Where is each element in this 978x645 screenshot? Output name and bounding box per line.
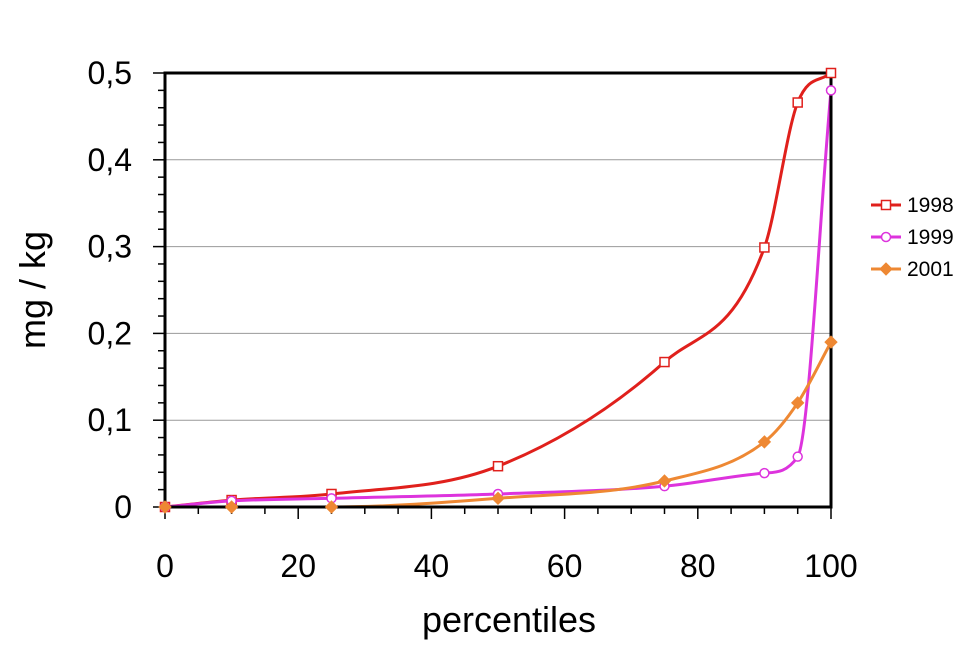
data-point-1998 bbox=[792, 97, 803, 108]
data-point-1999 bbox=[759, 467, 770, 479]
y-axis: 0 0,1 0,2 0,3 0,4 0,5 bbox=[88, 55, 165, 525]
legend-marker-1998 bbox=[880, 199, 892, 211]
data-point-1998 bbox=[492, 460, 504, 472]
y-tick-label: 0,5 bbox=[88, 55, 132, 91]
data-point-2001 bbox=[158, 500, 172, 514]
x-tick-label: 0 bbox=[156, 548, 174, 584]
legend-marker-2001 bbox=[879, 262, 893, 276]
y-tick-label: 0,4 bbox=[88, 142, 132, 178]
legend: 1998 1999 2001 bbox=[871, 194, 954, 281]
series-line-2001 bbox=[164, 341, 833, 509]
series-markers bbox=[158, 67, 838, 514]
legend-label-1999: 1999 bbox=[907, 226, 954, 249]
x-axis: 0 20 40 60 80 100 bbox=[156, 507, 858, 584]
x-tick-label: 80 bbox=[680, 548, 716, 584]
x-tick-label: 60 bbox=[547, 548, 583, 584]
y-tick-label: 0,2 bbox=[88, 315, 132, 351]
plot-frame bbox=[163, 71, 833, 509]
data-point-1999 bbox=[825, 85, 837, 96]
series-line-1999 bbox=[164, 90, 833, 509]
y-tick-label: 0,1 bbox=[88, 402, 132, 438]
data-point-1998 bbox=[659, 356, 670, 368]
x-tick-label: 20 bbox=[280, 548, 316, 584]
data-point-1999 bbox=[792, 451, 803, 462]
x-axis-title: percentiles bbox=[422, 599, 596, 640]
x-tick-label: 100 bbox=[804, 548, 857, 584]
legend-marker-1999 bbox=[880, 231, 892, 243]
legend-label-2001: 2001 bbox=[907, 258, 954, 281]
grid-lines bbox=[165, 159, 831, 421]
y-tick-label: 0 bbox=[114, 489, 132, 525]
x-tick-label: 40 bbox=[414, 548, 450, 584]
series-line-1998 bbox=[164, 71, 832, 509]
data-point-2001 bbox=[224, 500, 239, 514]
data-point-2001 bbox=[824, 335, 838, 349]
y-tick-label: 0,3 bbox=[88, 229, 132, 265]
data-point-2001 bbox=[491, 491, 505, 506]
data-point-2001 bbox=[657, 474, 672, 488]
data-point-1998 bbox=[759, 242, 770, 253]
y-axis-title: mg / kg bbox=[12, 231, 53, 349]
data-point-2001 bbox=[790, 396, 805, 410]
data-point-2001 bbox=[324, 500, 339, 514]
series-lines bbox=[164, 71, 833, 509]
data-point-1998 bbox=[825, 67, 837, 79]
data-point-2001 bbox=[757, 435, 772, 449]
legend-label-1998: 1998 bbox=[907, 194, 954, 217]
